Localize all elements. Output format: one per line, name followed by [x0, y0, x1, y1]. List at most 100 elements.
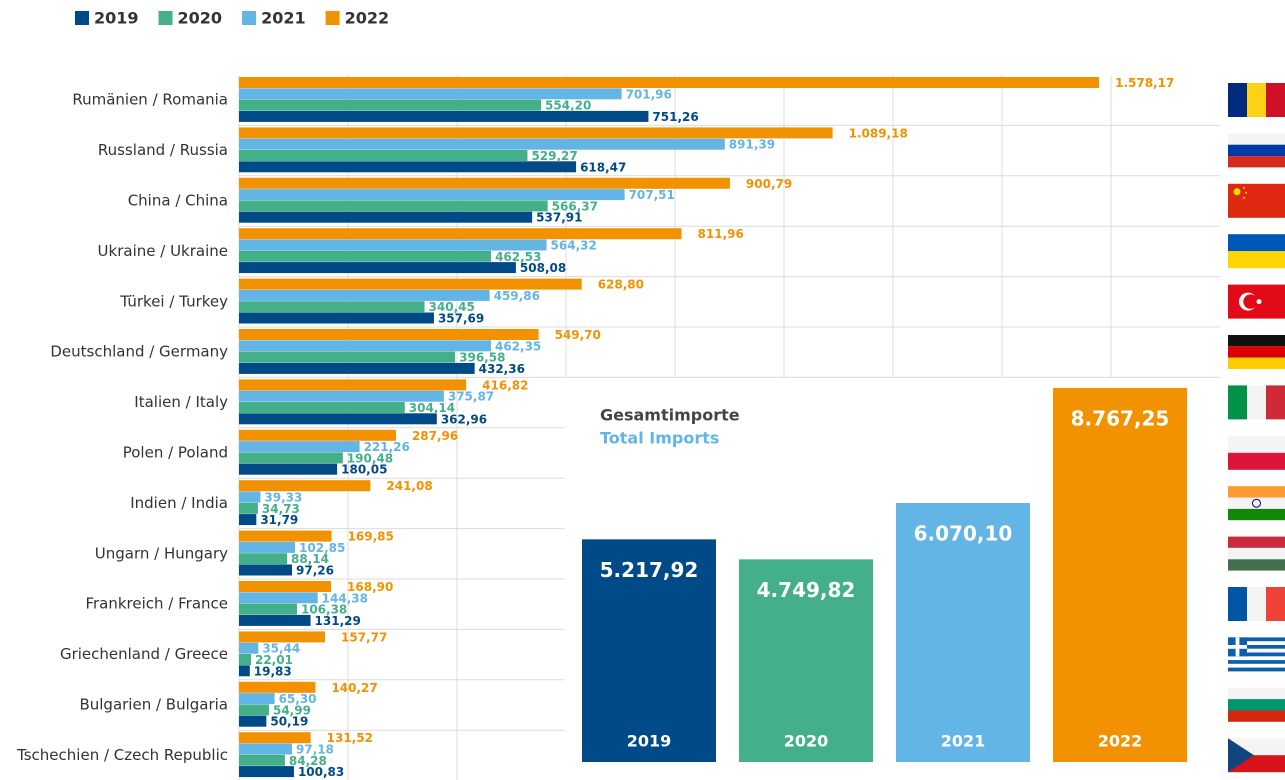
category-label: 2019 — [627, 732, 672, 751]
bar — [239, 681, 316, 693]
bar — [239, 110, 649, 122]
value-label: 102,85 — [299, 541, 345, 555]
value-label: 8.767,25 — [1071, 406, 1170, 430]
flag-bulgaria — [1228, 687, 1285, 722]
category-label: Italien / Italy — [134, 393, 228, 411]
value-label: 508,08 — [520, 261, 566, 275]
value-label: 357,69 — [438, 312, 484, 326]
bar — [239, 654, 251, 665]
category-label: Bulgarien / Bulgaria — [79, 696, 228, 714]
value-label: 241,08 — [386, 479, 432, 493]
bar — [239, 642, 259, 654]
flag-greece — [1228, 637, 1285, 672]
value-label: 537,91 — [536, 211, 582, 225]
legend-label: 2021 — [261, 9, 306, 28]
bar — [239, 665, 250, 677]
bar — [239, 715, 267, 727]
flag-russia — [1228, 133, 1285, 168]
bar — [239, 452, 343, 464]
flag-poland — [1228, 435, 1285, 470]
flag-hungary — [1228, 536, 1285, 571]
value-label: 628,80 — [598, 278, 644, 292]
value-label: 19,83 — [254, 664, 292, 678]
bar — [896, 503, 1030, 762]
value-label: 169,85 — [348, 530, 394, 544]
bar — [239, 614, 311, 626]
value-label: 4.749,82 — [757, 578, 856, 602]
value-label: 529,27 — [531, 149, 577, 163]
flag-romania — [1228, 83, 1285, 117]
flags — [1228, 83, 1285, 773]
legend-swatch — [242, 11, 257, 25]
value-label: 432,36 — [479, 362, 525, 376]
category-label: Frankreich / France — [85, 595, 228, 613]
bar — [239, 480, 371, 492]
category-label: 2020 — [784, 732, 829, 751]
bar — [239, 262, 516, 274]
value-label: 97,18 — [296, 743, 334, 757]
value-label: 35,44 — [262, 642, 300, 656]
bar — [239, 351, 456, 363]
flag-ukraine — [1228, 234, 1285, 269]
bar — [239, 250, 492, 262]
category-label: Russland / Russia — [98, 141, 228, 159]
bar — [239, 564, 293, 576]
value-label: 396,58 — [459, 351, 505, 365]
bar — [239, 754, 285, 766]
value-label: 131,29 — [315, 614, 361, 628]
value-label: 549,70 — [555, 328, 601, 342]
category-label: Ukraine / Ukraine — [98, 242, 228, 260]
bar — [239, 631, 325, 643]
bar — [239, 127, 833, 139]
bar — [1053, 387, 1187, 762]
value-label: 811,96 — [698, 227, 744, 241]
flag-italy — [1228, 385, 1285, 420]
bar — [239, 581, 332, 592]
category-label: 2022 — [1098, 732, 1143, 751]
bar — [239, 441, 360, 453]
bar — [239, 693, 275, 705]
bar — [239, 211, 533, 223]
value-label: 221,26 — [364, 440, 410, 454]
legend-label: 2020 — [178, 9, 223, 28]
bar — [239, 177, 730, 189]
bar — [582, 539, 716, 762]
value-label: 1.578,17 — [1115, 76, 1174, 90]
legend-swatch — [325, 11, 340, 25]
category-label: 2021 — [941, 732, 986, 751]
flag-turkey — [1228, 284, 1285, 319]
value-label: 287,96 — [412, 429, 458, 443]
category-label: Rumänien / Romania — [72, 91, 228, 109]
value-label: 618,47 — [580, 160, 626, 174]
category-label: Ungarn / Hungary — [95, 544, 228, 562]
bar — [239, 189, 625, 201]
value-label: 34,73 — [262, 502, 300, 516]
value-label: 416,82 — [482, 378, 528, 392]
value-label: 554,20 — [545, 99, 591, 113]
value-label: 157,77 — [341, 630, 387, 644]
bar — [239, 228, 682, 240]
bar — [239, 278, 582, 290]
bar — [739, 559, 873, 762]
category-label: Tschechien / Czech Republic — [16, 746, 228, 764]
value-label: 564,32 — [551, 239, 597, 253]
category-label: Indien / India — [130, 494, 228, 512]
bar — [239, 138, 725, 150]
value-label: 707,51 — [629, 188, 675, 202]
bar — [239, 541, 296, 553]
value-label: 462,35 — [495, 339, 541, 353]
value-label: 6.070,10 — [914, 522, 1013, 546]
flag-czech — [1228, 738, 1285, 773]
value-label: 168,90 — [347, 580, 393, 594]
category-label: Griechenland / Greece — [60, 645, 228, 663]
value-label: 462,53 — [495, 250, 541, 264]
value-label: 65,30 — [279, 692, 317, 706]
bar — [239, 289, 490, 301]
value-label: 891,39 — [729, 138, 775, 152]
bar — [239, 514, 257, 526]
bar — [239, 301, 425, 313]
value-label: 84,28 — [289, 754, 327, 768]
bar — [239, 329, 539, 340]
bar — [239, 732, 311, 744]
